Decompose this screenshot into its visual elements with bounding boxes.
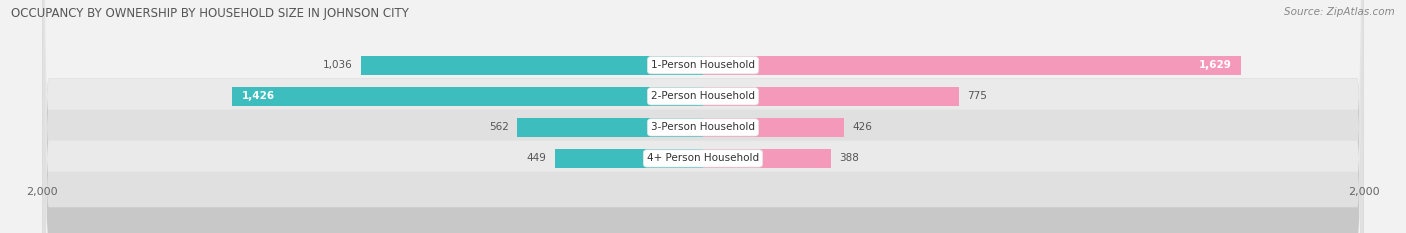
FancyBboxPatch shape	[42, 0, 1364, 233]
Text: 4+ Person Household: 4+ Person Household	[647, 154, 759, 163]
FancyBboxPatch shape	[42, 0, 1364, 233]
Bar	[703, 87, 959, 106]
Text: 3-Person Household: 3-Person Household	[651, 122, 755, 132]
Bar	[232, 87, 703, 106]
Text: 562: 562	[489, 122, 509, 132]
Text: 1-Person Household: 1-Person Household	[651, 60, 755, 70]
FancyBboxPatch shape	[42, 0, 1364, 233]
Text: 1,036: 1,036	[323, 60, 353, 70]
Bar	[361, 56, 703, 75]
FancyBboxPatch shape	[44, 0, 1362, 233]
Text: OCCUPANCY BY OWNERSHIP BY HOUSEHOLD SIZE IN JOHNSON CITY: OCCUPANCY BY OWNERSHIP BY HOUSEHOLD SIZE…	[11, 7, 409, 20]
Bar	[517, 118, 703, 137]
Text: 775: 775	[967, 91, 987, 101]
FancyBboxPatch shape	[44, 0, 1362, 233]
Bar	[554, 149, 703, 168]
FancyBboxPatch shape	[44, 0, 1362, 233]
Text: 449: 449	[526, 154, 547, 163]
Bar	[703, 149, 831, 168]
Bar	[703, 118, 844, 137]
Text: 2-Person Household: 2-Person Household	[651, 91, 755, 101]
FancyBboxPatch shape	[42, 0, 1364, 233]
Bar	[703, 56, 1241, 75]
Text: 1,426: 1,426	[242, 91, 274, 101]
Text: 1,629: 1,629	[1198, 60, 1232, 70]
Text: 388: 388	[839, 154, 859, 163]
Text: Source: ZipAtlas.com: Source: ZipAtlas.com	[1284, 7, 1395, 17]
Text: 426: 426	[852, 122, 872, 132]
Legend: Owner-occupied, Renter-occupied: Owner-occupied, Renter-occupied	[585, 230, 821, 233]
FancyBboxPatch shape	[44, 0, 1362, 233]
